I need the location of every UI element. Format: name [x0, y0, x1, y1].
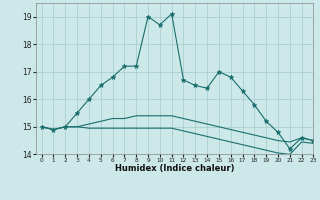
X-axis label: Humidex (Indice chaleur): Humidex (Indice chaleur) [115, 164, 234, 173]
